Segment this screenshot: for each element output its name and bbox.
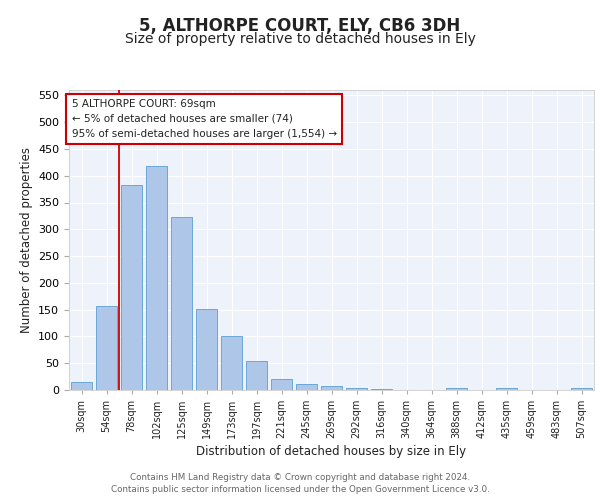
Text: Contains HM Land Registry data © Crown copyright and database right 2024.: Contains HM Land Registry data © Crown c… bbox=[130, 472, 470, 482]
Bar bbox=[171, 217, 192, 390]
Text: Contains public sector information licensed under the Open Government Licence v3: Contains public sector information licen… bbox=[110, 485, 490, 494]
Text: 5, ALTHORPE COURT, ELY, CB6 3DH: 5, ALTHORPE COURT, ELY, CB6 3DH bbox=[139, 18, 461, 36]
Bar bbox=[146, 166, 167, 390]
Bar bbox=[346, 388, 367, 390]
Bar bbox=[271, 380, 292, 390]
Bar bbox=[221, 336, 242, 390]
Bar bbox=[571, 388, 592, 390]
Y-axis label: Number of detached properties: Number of detached properties bbox=[20, 147, 32, 333]
Text: 5 ALTHORPE COURT: 69sqm
← 5% of detached houses are smaller (74)
95% of semi-det: 5 ALTHORPE COURT: 69sqm ← 5% of detached… bbox=[71, 99, 337, 138]
Bar bbox=[496, 388, 517, 390]
Bar bbox=[321, 386, 342, 390]
X-axis label: Distribution of detached houses by size in Ely: Distribution of detached houses by size … bbox=[196, 446, 467, 458]
Bar bbox=[71, 382, 92, 390]
Bar bbox=[196, 308, 217, 390]
Bar bbox=[446, 388, 467, 390]
Bar bbox=[246, 360, 267, 390]
Bar bbox=[96, 306, 117, 390]
Text: Size of property relative to detached houses in Ely: Size of property relative to detached ho… bbox=[125, 32, 475, 46]
Bar bbox=[296, 384, 317, 390]
Bar bbox=[121, 185, 142, 390]
